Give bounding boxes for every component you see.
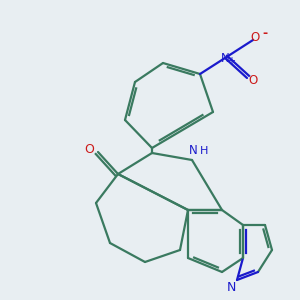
Text: N: N <box>220 52 230 64</box>
Text: H: H <box>200 146 208 156</box>
Text: O: O <box>248 74 258 88</box>
Text: O: O <box>250 31 259 44</box>
Text: N: N <box>189 145 198 158</box>
Text: +: + <box>227 56 235 66</box>
Text: N: N <box>226 281 236 294</box>
Text: -: - <box>262 28 268 40</box>
Text: O: O <box>84 143 94 156</box>
